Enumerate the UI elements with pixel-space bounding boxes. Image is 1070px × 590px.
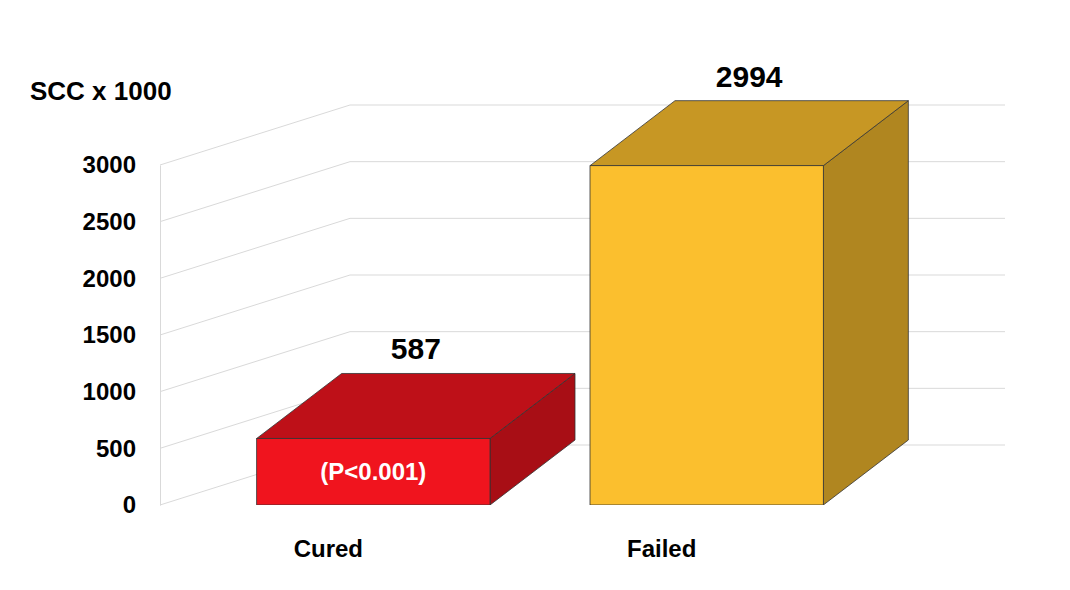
y-axis-title: SCC x 1000 — [30, 76, 172, 106]
y-tick-label: 2000 — [83, 265, 136, 292]
y-tick: 1000 — [83, 378, 160, 405]
y-tick-label: 1500 — [83, 321, 136, 348]
bar-top — [257, 373, 575, 438]
y-tick: 1500 — [83, 321, 160, 348]
data-label: 2994 — [716, 60, 783, 93]
y-axis: 0 500 1000 1500 2000 2500 3000 — [83, 151, 161, 518]
y-axis-line — [160, 166, 161, 506]
x-tick-label: Cured — [294, 535, 363, 562]
y-tick: 3000 — [83, 151, 160, 178]
y-tick-label: 500 — [96, 435, 136, 462]
annotation: (P<0.001) — [320, 458, 426, 485]
x-tick: Cured — [294, 535, 363, 562]
y-tick-label: 0 — [123, 491, 136, 518]
bar-front — [590, 166, 823, 505]
bar-front — [257, 438, 490, 505]
y-tick-label: 1000 — [83, 378, 136, 405]
y-tick: 2000 — [83, 265, 160, 292]
bars — [257, 101, 909, 505]
y-tick: 2500 — [83, 208, 160, 235]
x-tick: Failed — [627, 535, 696, 562]
x-tick-label: Failed — [627, 535, 696, 562]
bar-side — [823, 101, 908, 505]
bar-top — [590, 101, 908, 166]
chart: 0 500 1000 1500 2000 2500 3000 SCC x 1000 Cured F… — [0, 0, 1070, 590]
y-tick-label: 3000 — [83, 151, 136, 178]
y-tick: 0 — [123, 491, 160, 518]
data-label: 587 — [391, 332, 441, 365]
bar — [590, 101, 908, 505]
bar — [257, 373, 575, 505]
y-tick: 500 — [96, 435, 160, 462]
x-axis: Cured Failed — [294, 535, 697, 562]
y-tick-label: 2500 — [83, 208, 136, 235]
